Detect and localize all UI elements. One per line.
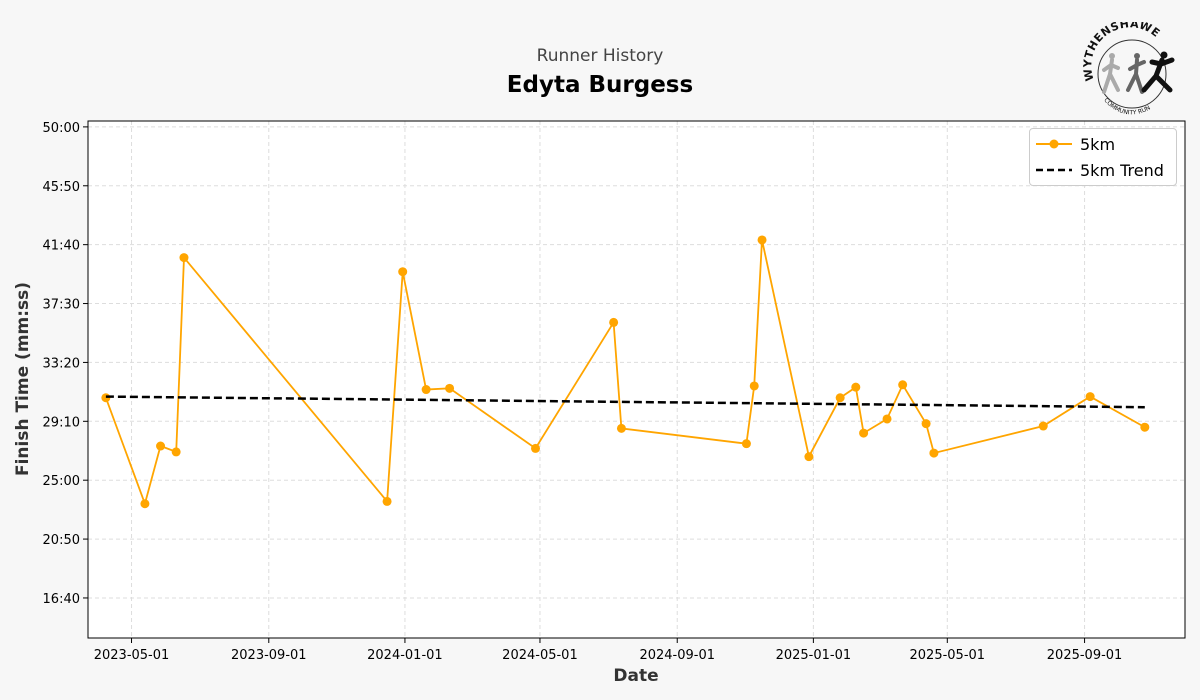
data-point (156, 441, 166, 451)
x-tick-label: 2023-05-01 (94, 648, 170, 663)
data-point (757, 235, 767, 245)
svg-text:WYTHENSHAWE: WYTHENSHAWE (1082, 22, 1163, 82)
data-point (851, 382, 861, 392)
data-point (171, 447, 181, 457)
legend-item-5km: 5km (1036, 132, 1115, 156)
y-tick-label: 50:00 (43, 121, 80, 136)
grid (88, 121, 1185, 638)
x-axis-label: Date (613, 666, 658, 686)
axes: 2023-05-01 2023-09-01 2024-01-01 2024-05-01… (43, 121, 1123, 663)
data-point (609, 317, 619, 327)
x-tick-label: 2024-05-01 (502, 648, 578, 663)
data-point (1140, 422, 1150, 432)
legend-swatch-5km (1036, 139, 1072, 149)
legend-item-5km-trend: 5km Trend (1036, 158, 1164, 182)
data-point (882, 414, 892, 424)
data-point (421, 385, 431, 395)
data-point (531, 443, 541, 453)
x-tick-label: 2023-09-01 (231, 648, 307, 663)
logo-sub-text: COMMUNITY RUN (1102, 97, 1151, 117)
data-point (835, 393, 845, 403)
data-point (929, 448, 939, 458)
y-tick-label: 45:50 (43, 180, 80, 195)
plot-background (88, 121, 1185, 638)
y-tick-label: 37:30 (43, 298, 80, 313)
logo-ring-text: WYTHENSHAWE (1082, 22, 1162, 82)
svg-text:COMMUNITY RUN: COMMUNITY RUN (1102, 97, 1151, 117)
data-point (859, 428, 869, 438)
y-tick-label: 16:40 (43, 592, 80, 607)
plot-frame (87, 120, 1186, 639)
series-line-0 (105, 239, 1146, 507)
y-tick-label: 25:00 (43, 474, 80, 489)
x-tick-label: 2024-09-01 (639, 648, 715, 663)
y-tick-label: 33:20 (43, 356, 80, 371)
y-tick-label: 20:50 (43, 533, 80, 548)
data-point (898, 380, 908, 390)
y-axis-label: Finish Time (mm:ss) (13, 282, 33, 476)
data-point (804, 452, 814, 462)
x-tick-label: 2025-09-01 (1047, 648, 1123, 663)
data-point (445, 383, 455, 393)
x-tick-label: 2024-01-01 (367, 648, 443, 663)
series-layer (101, 235, 1150, 509)
data-point (749, 381, 759, 391)
y-tick-label: 41:40 (43, 239, 80, 254)
data-point (140, 499, 150, 509)
data-point (1038, 421, 1048, 431)
legend-label-5km: 5km (1080, 134, 1116, 154)
y-tick-label: 29:10 (43, 415, 80, 430)
legend-swatch-trend (1036, 168, 1072, 172)
data-point (398, 267, 408, 277)
data-point (179, 253, 189, 263)
data-point (921, 419, 931, 429)
legend-label-5km-trend: 5km Trend (1080, 160, 1164, 180)
data-point (382, 496, 392, 506)
x-tick-label: 2025-05-01 (910, 648, 986, 663)
club-logo: WYTHENSHAWE COMMUNITY RUN (1082, 22, 1175, 117)
data-point (741, 439, 751, 449)
data-point (1085, 392, 1095, 402)
series-line-1 (105, 395, 1145, 409)
runner-figures-icon (1102, 51, 1175, 94)
chart-title: Edyta Burgess (506, 72, 694, 98)
legend: 5km 5km Trend (1029, 128, 1177, 186)
x-tick-label: 2025-01-01 (776, 648, 852, 663)
chart-subtitle: Runner History (536, 46, 664, 66)
data-point (616, 423, 626, 433)
